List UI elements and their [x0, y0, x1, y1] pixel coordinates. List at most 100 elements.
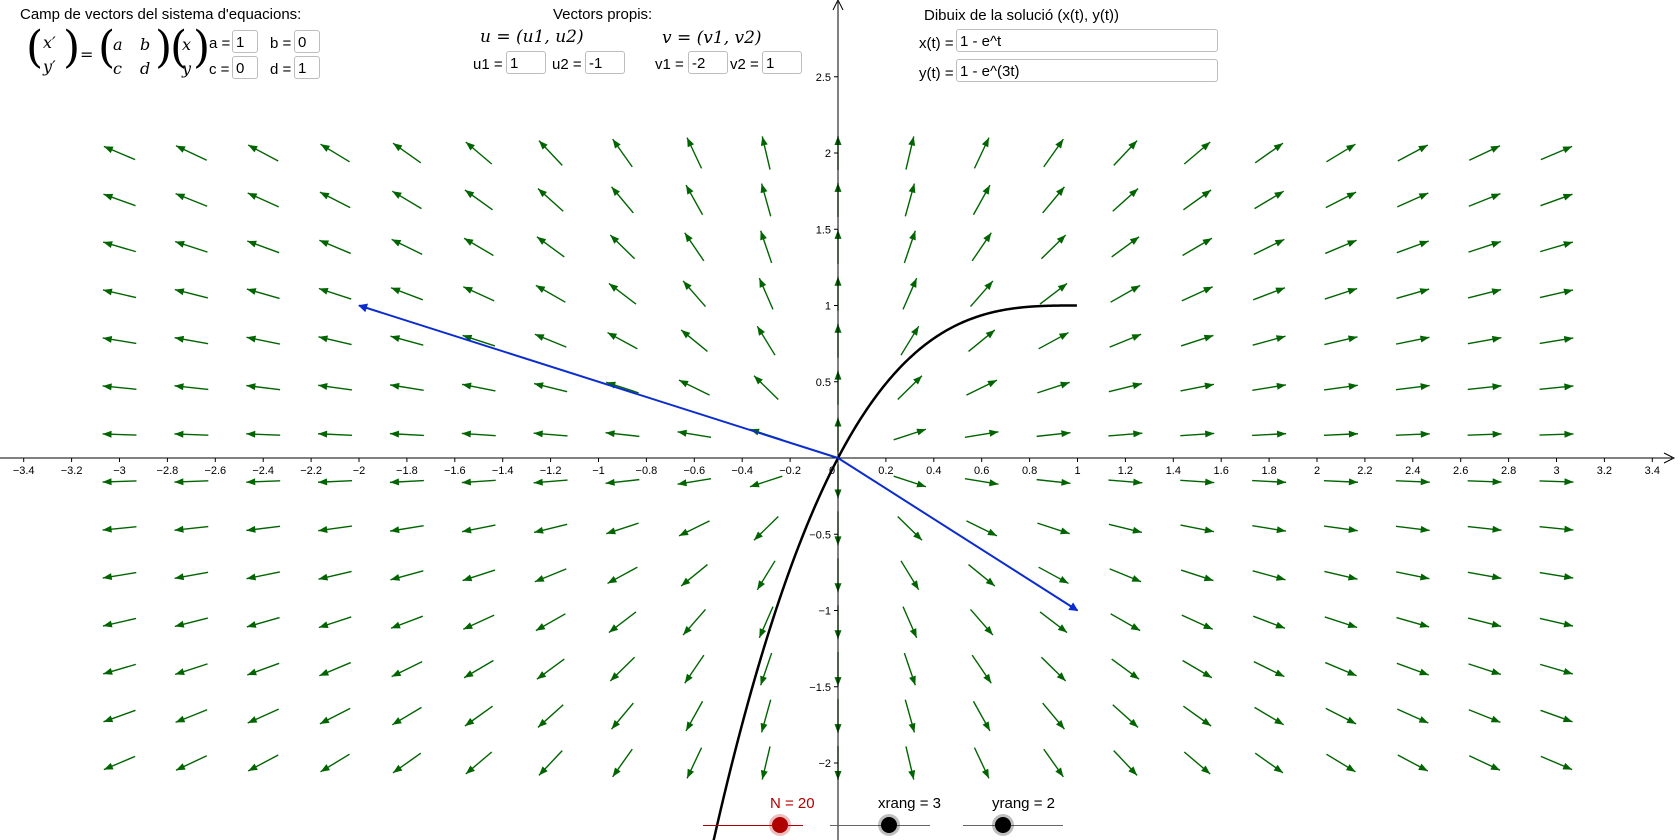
c-input[interactable]: 0 — [232, 56, 258, 79]
u1-input[interactable]: 1 — [506, 51, 546, 74]
field-arrow-head — [985, 577, 995, 587]
v1-input[interactable]: -2 — [688, 51, 728, 74]
field-arrow-head — [102, 383, 112, 391]
field-arrow-head — [1129, 718, 1139, 728]
field-arrow-head — [246, 383, 256, 391]
d-label: d = — [270, 61, 292, 78]
eigenvector-u[interactable] — [837, 457, 1079, 612]
field-arrow-head — [760, 722, 768, 733]
field-arrow-head — [1347, 621, 1358, 629]
field-arrow-head — [1418, 716, 1429, 724]
x-tick-label: 3.2 — [1597, 465, 1612, 477]
field-arrow-head — [911, 326, 919, 336]
y-t-input[interactable]: 1 - e^(3t) — [956, 59, 1218, 82]
y-tick-label: −1.5 — [809, 682, 831, 694]
field-arrow-head — [102, 525, 112, 533]
n-slider-track[interactable] — [703, 825, 803, 826]
field-arrow-head — [391, 621, 401, 629]
field-arrow-head — [1564, 430, 1574, 438]
field-arrow-head — [103, 146, 114, 154]
field-arrow-head — [464, 670, 474, 678]
x-tick-label: −3 — [113, 465, 126, 477]
field-arrow-head — [612, 139, 621, 149]
x-tick-label: −2 — [353, 465, 366, 477]
x-tick-label: 1.2 — [1118, 465, 1133, 477]
field-arrow-head — [391, 669, 402, 677]
field-arrow-head — [909, 675, 916, 686]
y-tick-label: 2.5 — [816, 72, 831, 84]
field-arrow-head — [1203, 574, 1214, 582]
field-arrow-head — [102, 478, 112, 486]
field-arrow-head — [1055, 767, 1064, 777]
field-arrow-head — [749, 480, 760, 488]
d-input[interactable]: 1 — [294, 56, 320, 79]
field-arrow-head — [103, 241, 113, 248]
field-arrow-head — [1418, 192, 1429, 200]
field-arrow-head — [684, 673, 693, 684]
field-arrow-head — [1563, 288, 1574, 296]
field-arrow-head — [537, 188, 547, 198]
field-arrow-head — [1348, 478, 1358, 486]
x-tick-label: −1.8 — [396, 465, 418, 477]
a-input[interactable]: 1 — [232, 30, 258, 53]
field-arrow-head — [757, 326, 765, 336]
field-arrow-head — [757, 580, 765, 590]
field-arrow-head — [989, 429, 999, 437]
field-arrow-head — [318, 430, 328, 438]
field-arrow-head — [1562, 762, 1573, 770]
field-arrow-head — [1276, 478, 1287, 486]
b-input[interactable]: 0 — [294, 30, 320, 53]
field-arrow-head — [1491, 241, 1501, 248]
field-arrow-head — [393, 143, 403, 152]
y-tick-label: −1 — [818, 606, 831, 618]
field-arrow-head — [607, 332, 618, 340]
v2-input[interactable]: 1 — [762, 51, 802, 74]
field-arrow-head — [247, 192, 258, 200]
field-arrow-head — [1492, 478, 1502, 486]
x-tick-label: −2.8 — [157, 465, 179, 477]
field-arrow-head — [983, 232, 992, 243]
x-t-input[interactable]: 1 - e^t — [956, 29, 1218, 52]
yrang-slider-track[interactable] — [963, 825, 1063, 826]
x-tick-label: −0.6 — [683, 465, 705, 477]
field-arrow-head — [174, 288, 185, 296]
field-arrow-head — [1055, 139, 1064, 149]
xrang-slider-handle[interactable] — [881, 817, 897, 833]
field-arrow-head — [1129, 236, 1140, 245]
x-tick-label: 3.4 — [1645, 465, 1660, 477]
n-slider-handle[interactable] — [772, 817, 788, 833]
field-arrow-head — [1491, 335, 1502, 343]
xrang-slider-track[interactable] — [830, 825, 930, 826]
field-arrow-head — [462, 574, 473, 582]
field-arrow-head — [687, 137, 695, 148]
field-arrow-head — [913, 531, 922, 541]
field-arrow-head — [319, 240, 330, 247]
vec-x: x — [182, 35, 192, 54]
y-t-label: y(t) = — [919, 65, 954, 82]
field-arrow-head — [981, 137, 989, 148]
field-arrow-head — [174, 335, 185, 343]
c-label: c = — [209, 61, 230, 78]
yrang-slider-handle[interactable] — [995, 817, 1011, 833]
field-arrow-head — [389, 430, 400, 438]
field-arrow-head — [679, 528, 689, 536]
field-arrow-head — [1128, 766, 1138, 776]
eigenvector-v[interactable] — [358, 303, 839, 459]
field-arrow-head — [246, 288, 257, 295]
field-arrow-head — [319, 192, 330, 200]
left-paren-lhs: ( — [26, 22, 44, 73]
x-tick-label: 1.8 — [1261, 465, 1276, 477]
field-arrow-head — [390, 382, 400, 390]
x-tick-label: 0.4 — [926, 465, 941, 477]
field-arrow-head — [1129, 188, 1139, 198]
field-arrow-head — [1420, 383, 1430, 391]
u2-input[interactable]: -1 — [585, 51, 625, 74]
left-paren-matrix: ( — [98, 22, 116, 73]
field-arrow-head — [535, 285, 546, 293]
field-arrow-head — [677, 479, 687, 487]
field-arrow-head — [1203, 622, 1213, 630]
field-arrow-head — [174, 430, 184, 438]
field-arrow-head — [987, 528, 997, 536]
field-arrow-head — [102, 288, 113, 296]
